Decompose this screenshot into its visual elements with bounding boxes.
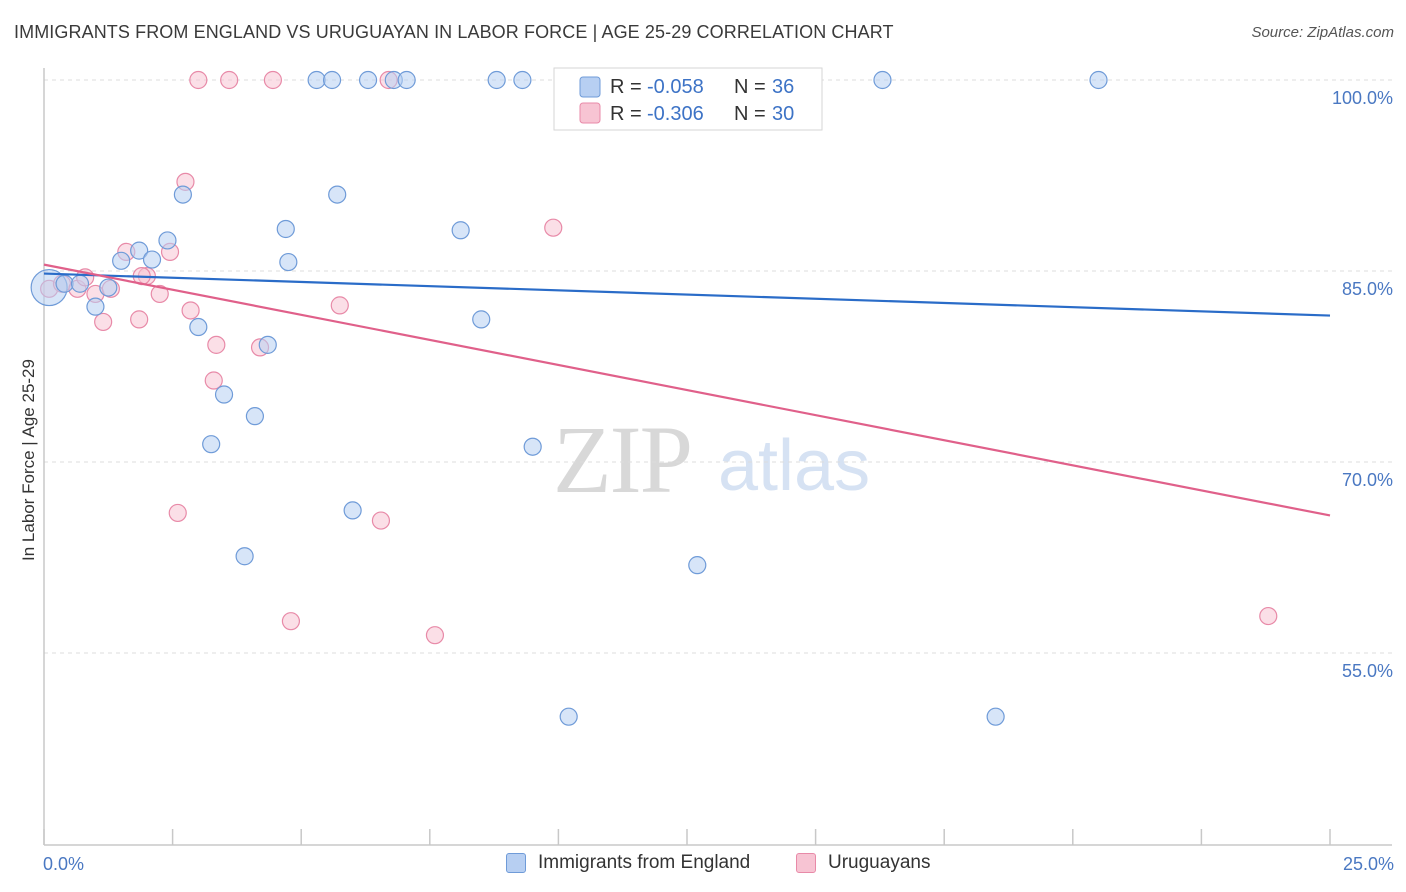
england-point-30 [559,707,578,726]
y-tick-label-2: 70.0% [1342,470,1393,490]
england-point-16 [276,219,295,239]
england-point-33 [873,70,892,90]
data-points [30,70,1278,726]
legend-swatch-uruguayans [796,853,816,873]
watermark: ZIP atlas [553,406,870,513]
chart-title: IMMIGRANTS FROM ENGLAND VS URUGUAYAN IN … [14,22,894,42]
england-point-3 [86,297,105,316]
england-point-11 [202,435,221,454]
x-tick-label-min: 0.0% [43,854,84,874]
england-point-28 [513,70,532,90]
legend-swatch-england [506,853,526,873]
england-point-13 [235,547,254,566]
england-point-21 [343,501,362,520]
stats-r-value-blue: -0.058 [647,76,704,98]
y-axis-label: In Labor Force | Age 25-29 [19,359,38,561]
grid [44,79,1392,654]
stats-n-value-pink: 30 [772,103,794,125]
england-point-35 [1089,70,1108,90]
england-point-26 [472,310,491,329]
stats-r-label-pink: R = [610,103,642,125]
uruguayan-point-11 [168,503,187,523]
uruguayan-point-16 [207,335,226,354]
y-tick-labels: 100.0% 85.0% 70.0% 55.0% [1332,88,1393,681]
legend-label-uruguayans: Uruguayans [828,852,931,873]
england-point-10 [189,317,208,337]
uruguayan-point-5 [94,312,113,332]
legend-item-england[interactable]: Immigrants from England [506,852,750,874]
uruguayan-point-13 [181,301,200,320]
stats-r-label-blue: R = [610,76,642,98]
england-point-4 [99,278,118,297]
legend-label-england: Immigrants from England [538,852,751,873]
uruguayan-point-21 [330,296,349,315]
uruguayan-point-24 [425,626,445,645]
source-credit: Source: ZipAtlas.com [1251,24,1394,41]
stats-legend: R = -0.058 N = 36 R = -0.306 N = 30 [553,67,823,131]
england-trend-line [43,272,1331,317]
england-point-24 [397,70,416,90]
stats-n-value-blue: 36 [772,76,794,98]
uruguayan-point-27 [1259,606,1278,626]
y-tick-label-3: 55.0% [1342,661,1393,681]
uruguayan-point-22 [371,511,391,530]
england-point-19 [322,70,342,90]
x-axis-ticks [43,829,1331,845]
y-tick-label-1: 85.0% [1342,279,1393,299]
england-point-12 [214,385,234,404]
england-point-5 [112,251,131,270]
england-point-6 [130,241,149,260]
legend-item-uruguayans[interactable]: Uruguayans [796,852,930,874]
england-point-8 [158,231,177,250]
stats-n-label-pink: N = [734,103,766,125]
uruguayan-point-25 [544,218,563,237]
stats-r-value-pink: -0.306 [647,103,704,125]
uruguayan-point-8 [130,310,149,329]
england-point-18 [307,70,326,90]
uruguayan-trend-line [43,263,1331,517]
uruguayan-point-20 [281,612,301,631]
watermark-zip: ZIP [553,406,691,513]
england-point-9 [173,185,192,204]
trend-lines [43,263,1331,517]
england-point-7 [142,250,162,269]
england-point-27 [487,70,506,90]
england-point-32 [688,556,707,575]
y-tick-label-0: 100.0% [1332,88,1393,108]
england-point-20 [328,185,347,204]
england-point-25 [451,221,470,240]
uruguayan-point-10 [150,284,169,304]
england-point-15 [258,335,277,354]
stats-legend-swatch-pink [579,102,601,124]
england-point-1 [55,274,74,293]
stats-legend-swatch-blue [579,76,601,98]
england-point-17 [279,252,298,272]
england-point-34 [986,707,1005,726]
england-point-14 [245,407,265,426]
england-point-22 [358,70,378,90]
series-legend: Immigrants from England Uruguayans [0,852,1406,878]
x-tick-label-max: 25.0% [1343,854,1394,874]
stats-n-label-blue: N = [734,76,766,98]
watermark-atlas: atlas [718,426,870,506]
uruguayan-point-15 [204,371,223,390]
uruguayan-point-19 [263,70,283,90]
uruguayan-point-17 [220,70,239,90]
england-point-2 [70,274,90,293]
uruguayan-point-14 [189,70,208,90]
england-point-29 [523,437,542,456]
